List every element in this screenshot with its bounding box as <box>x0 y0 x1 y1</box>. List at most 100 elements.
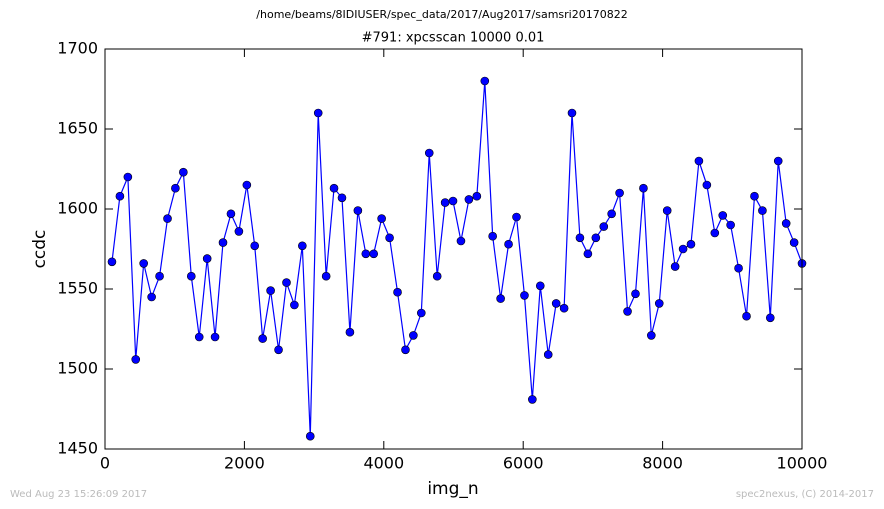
data-point <box>583 249 593 259</box>
data-point <box>464 195 474 204</box>
data-point <box>171 183 180 193</box>
data-point <box>543 350 553 359</box>
data-point <box>377 214 386 223</box>
data-point <box>202 254 212 263</box>
plot-area <box>105 49 802 449</box>
data-point <box>654 299 664 308</box>
data-point <box>290 300 299 310</box>
y-tick-label: 1550 <box>57 279 98 298</box>
data-point <box>567 108 577 118</box>
data-point <box>765 313 775 323</box>
data-point <box>250 241 260 251</box>
data-point <box>686 239 696 249</box>
data-point <box>424 148 434 158</box>
y-tick-label: 1500 <box>57 359 98 378</box>
data-point <box>194 332 204 342</box>
data-point <box>535 281 545 291</box>
data-point <box>242 180 252 190</box>
data-point <box>678 244 688 254</box>
data-point <box>639 183 648 193</box>
footer-left: Wed Aug 23 15:26:09 2017 <box>10 489 147 500</box>
x-tick-label: 10000 <box>777 454 828 473</box>
data-point <box>528 395 537 404</box>
data-point <box>123 172 133 182</box>
data-point <box>305 431 315 441</box>
x-tick-label: 0 <box>100 454 110 473</box>
data-point <box>179 167 188 177</box>
plot-frame <box>104 48 803 450</box>
data-point <box>575 233 585 243</box>
y-tick-label: 1650 <box>57 119 98 138</box>
data-point <box>218 238 228 247</box>
footer-right: spec2nexus, (C) 2014-2017 <box>736 489 874 500</box>
data-point <box>274 345 283 355</box>
data-point <box>107 257 117 267</box>
y-tick-label: 1600 <box>57 199 98 218</box>
data-point <box>647 331 656 340</box>
data-point <box>147 292 156 302</box>
data-point <box>337 193 347 203</box>
y-tick-label: 1700 <box>57 39 98 58</box>
chart-title: #791: xpcsscan 10000 0.01 <box>362 31 545 46</box>
data-point <box>504 239 513 249</box>
x-tick-label: 4000 <box>363 454 404 473</box>
data-point <box>472 191 482 201</box>
data-point <box>226 209 236 219</box>
data-point <box>448 196 458 206</box>
data-point <box>139 259 148 268</box>
data-point <box>488 231 497 241</box>
data-point <box>758 206 767 215</box>
data-point <box>258 334 267 343</box>
data-point <box>163 214 172 223</box>
data-point <box>155 271 164 281</box>
data-point <box>115 191 125 201</box>
y-axis-label: ccdc <box>30 230 50 269</box>
data-point <box>670 262 680 271</box>
y-tick-label: 1450 <box>57 439 98 458</box>
data-point <box>750 191 759 201</box>
data-point <box>313 108 323 118</box>
data-point <box>496 294 505 303</box>
x-axis-label: img_n <box>427 479 478 499</box>
data-point <box>742 311 751 321</box>
suptitle: /home/beams/8IDIUSER/spec_data/2017/Aug2… <box>256 8 627 21</box>
data-point <box>734 263 743 273</box>
data-point <box>329 183 339 193</box>
data-point <box>416 308 426 318</box>
data-point <box>361 249 371 259</box>
data-point <box>631 289 640 299</box>
data-point <box>186 271 196 281</box>
data-point <box>385 233 394 243</box>
data-point <box>210 332 220 342</box>
data-point <box>321 271 331 281</box>
data-point <box>345 327 355 337</box>
data-point <box>432 271 442 281</box>
data-point <box>710 228 720 238</box>
data-point <box>662 206 672 215</box>
data-point <box>551 299 561 308</box>
data-point <box>599 222 609 231</box>
data-point <box>718 211 728 220</box>
x-tick-label: 8000 <box>642 454 683 473</box>
data-point <box>409 331 418 340</box>
data-point <box>393 287 402 297</box>
data-point <box>615 188 624 198</box>
data-line <box>111 80 803 437</box>
x-tick-label: 2000 <box>224 454 265 473</box>
data-point <box>369 249 378 259</box>
data-point <box>694 156 704 166</box>
data-point <box>789 238 799 247</box>
data-point <box>520 291 529 300</box>
data-point <box>781 219 791 228</box>
data-point <box>282 278 291 287</box>
data-point <box>623 307 632 316</box>
data-point <box>773 156 783 166</box>
data-point <box>298 241 307 251</box>
data-point <box>131 355 141 364</box>
x-tick-label: 6000 <box>503 454 544 473</box>
data-point <box>456 236 466 246</box>
data-point <box>440 198 450 207</box>
data-point <box>607 209 616 219</box>
data-point <box>266 286 275 295</box>
